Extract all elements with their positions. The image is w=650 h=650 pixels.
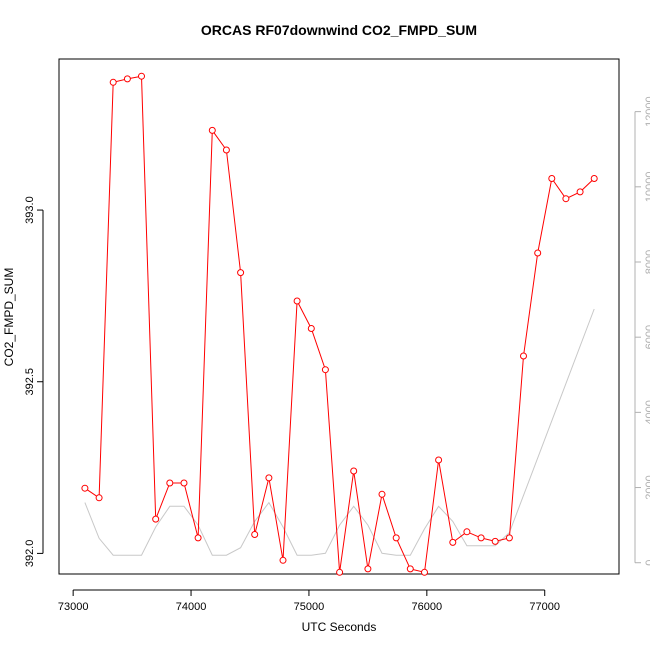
y2-tick-label: 0 (644, 560, 650, 566)
series-left-point (505, 534, 513, 542)
series-left-point (562, 195, 570, 203)
series-left-point (237, 269, 245, 277)
series-left-point (123, 75, 131, 83)
x-tick-label: 76000 (412, 601, 443, 613)
x-tick-label: 73000 (58, 601, 89, 613)
series-layer (81, 72, 598, 576)
series-left-point (350, 467, 358, 475)
series-left-point (336, 568, 344, 576)
y-axis-right: 0 2000 4000 6000 8000 10000 12000 (634, 96, 650, 566)
series-left-point (279, 556, 287, 564)
series-left-point (152, 515, 160, 523)
series-right-line (84, 308, 595, 556)
series-left-point (364, 565, 372, 573)
y-axis-label: CO2_FMPD_SUM (2, 268, 16, 367)
x-tick-label: 77000 (529, 601, 560, 613)
series-left-point (421, 568, 428, 576)
x-tick-label: 74000 (176, 601, 207, 613)
y-tick-label: 392.5 (24, 368, 36, 396)
y2-tick-label: 4000 (644, 400, 650, 424)
y2-tick-label: 12000 (644, 96, 650, 127)
series-left-point (180, 479, 188, 487)
x-axis-label: UTC Seconds (302, 620, 377, 634)
series-left-point (321, 366, 329, 374)
series-left-point (548, 175, 556, 182)
y2-tick-label: 6000 (644, 325, 650, 349)
series-left-point (520, 352, 527, 360)
series-left-point (166, 479, 174, 487)
series-left-point (265, 474, 273, 482)
y2-tick-label: 2000 (644, 475, 650, 499)
series-left-point (590, 175, 598, 182)
series-left-point (138, 72, 145, 80)
series-left-point (477, 534, 485, 542)
x-tick-label: 75000 (294, 601, 325, 613)
series-left-point (449, 538, 457, 546)
series-left-point (378, 490, 386, 498)
chart-title: ORCAS RF07downwind CO2_FMPD_SUM (201, 22, 477, 38)
y2-tick-label: 10000 (644, 172, 650, 203)
series-left-point (576, 188, 584, 196)
series-left-point (109, 78, 117, 86)
series-left-point (208, 126, 216, 134)
series-left-point (95, 494, 103, 502)
series-left-point (406, 565, 414, 573)
series-left-point (463, 528, 471, 536)
series-left-point (251, 531, 259, 538)
y-tick-label: 393.0 (24, 196, 36, 224)
series-left-point (222, 146, 230, 154)
series-left-line (84, 75, 595, 573)
series-left-point (534, 249, 542, 257)
series-left-point (435, 456, 443, 464)
series-left-point (194, 534, 202, 542)
series-left-point (81, 484, 89, 492)
series-left-point (491, 537, 499, 545)
series-left-point (307, 325, 315, 332)
x-axis: 73000 74000 75000 76000 77000 (58, 589, 560, 613)
y-tick-label: 392.0 (24, 540, 36, 568)
series-left-point (392, 534, 400, 542)
y-axis-left: 392.0 392.5 393.0 (24, 196, 44, 568)
series-left-point (293, 297, 301, 305)
y2-tick-label: 8000 (644, 250, 650, 274)
